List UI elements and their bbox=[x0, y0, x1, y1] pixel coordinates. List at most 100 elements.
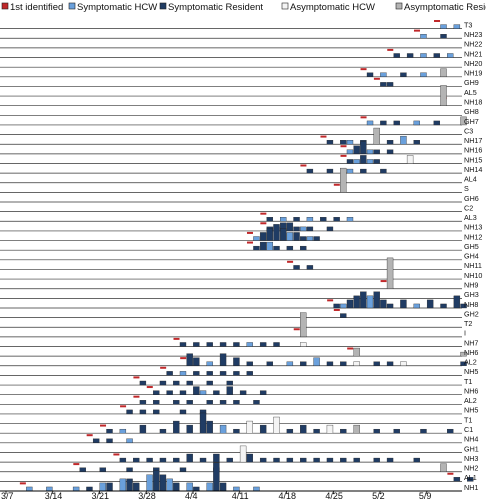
case-bar bbox=[206, 400, 213, 405]
case-bar bbox=[226, 457, 233, 463]
case-bar bbox=[253, 486, 260, 492]
x-tick-label: 4/11 bbox=[232, 491, 249, 500]
facility-panel bbox=[0, 405, 462, 415]
x-tick-label: 4/4 bbox=[185, 491, 198, 500]
case-bar bbox=[326, 424, 334, 434]
case-bar bbox=[273, 416, 280, 434]
case-bar bbox=[213, 390, 220, 395]
case-bar bbox=[353, 347, 360, 357]
case-bar bbox=[380, 120, 387, 126]
x-tick-label: 3/21 bbox=[92, 491, 110, 500]
first-identified-marker bbox=[447, 472, 454, 475]
case-bar bbox=[206, 420, 213, 434]
case-bar bbox=[386, 303, 394, 309]
case-bar bbox=[326, 361, 334, 366]
case-bar bbox=[166, 371, 173, 376]
case-bar bbox=[206, 380, 213, 386]
x-tick-label: 4/25 bbox=[325, 491, 343, 500]
case-bar bbox=[186, 453, 193, 463]
case-bar bbox=[320, 217, 327, 222]
case-bar bbox=[433, 53, 441, 58]
case-bar bbox=[326, 226, 334, 232]
case-bar bbox=[273, 457, 280, 463]
facility-label: NH5 bbox=[464, 406, 478, 415]
case-bar bbox=[146, 457, 153, 463]
case-bar bbox=[233, 400, 240, 405]
case-bar bbox=[186, 400, 193, 405]
case-bar bbox=[433, 120, 441, 126]
case-bar bbox=[420, 53, 427, 58]
case-bar bbox=[273, 245, 280, 251]
case-bar bbox=[366, 72, 374, 77]
legend-label-ahcw: Asymptomatic HCW bbox=[290, 2, 375, 13]
facility-panel bbox=[0, 445, 462, 463]
case-bar bbox=[300, 236, 307, 241]
case-bar bbox=[353, 159, 360, 164]
facility-label: GH7 bbox=[464, 117, 479, 126]
case-bar bbox=[300, 245, 307, 251]
case-bar bbox=[126, 409, 133, 415]
case-bar bbox=[193, 342, 200, 347]
case-bar bbox=[219, 424, 227, 434]
case-bar bbox=[133, 457, 140, 463]
facility-label: NH10 bbox=[464, 271, 482, 280]
case-bar bbox=[239, 390, 247, 395]
case-bar bbox=[453, 24, 461, 29]
facility-panel bbox=[0, 412, 462, 434]
case-bar bbox=[106, 438, 113, 444]
case-bar bbox=[206, 371, 213, 376]
first-identified-marker bbox=[246, 241, 253, 244]
case-bar bbox=[193, 357, 200, 366]
case-bar bbox=[159, 428, 167, 434]
case-bar bbox=[199, 412, 207, 434]
case-bar bbox=[393, 120, 400, 126]
facility-panel bbox=[0, 224, 462, 241]
case-bar bbox=[400, 72, 407, 77]
facility-label: AL4 bbox=[464, 175, 477, 184]
case-bar bbox=[246, 453, 253, 463]
x-tick-label: 3/7 bbox=[1, 491, 14, 500]
facility-label: NH12 bbox=[464, 232, 482, 241]
case-bar bbox=[333, 217, 340, 222]
case-bar bbox=[346, 149, 354, 155]
facility-panel bbox=[0, 434, 462, 444]
case-bar bbox=[139, 409, 147, 415]
case-bar bbox=[219, 482, 227, 492]
case-bar bbox=[306, 226, 314, 232]
case-bar bbox=[233, 428, 240, 434]
case-bar bbox=[246, 342, 253, 347]
first-identified-marker bbox=[387, 48, 394, 51]
legend-label-sres: Symptomatic Resident bbox=[168, 2, 263, 13]
case-bar bbox=[366, 159, 374, 164]
facility-label: GH9 bbox=[464, 78, 479, 87]
first-identified-marker bbox=[113, 453, 120, 456]
case-bar bbox=[106, 428, 113, 434]
case-bar bbox=[306, 217, 314, 222]
case-bar bbox=[153, 470, 160, 492]
case-bar bbox=[386, 149, 394, 155]
legend-swatch-sres bbox=[159, 2, 167, 10]
facility-panel bbox=[0, 308, 462, 318]
case-bar bbox=[340, 313, 347, 318]
first-identified-marker bbox=[260, 212, 267, 215]
first-identified-marker bbox=[287, 260, 294, 263]
case-bar bbox=[340, 457, 347, 463]
case-bar bbox=[186, 380, 193, 386]
legend-swatch-shcw bbox=[68, 2, 76, 10]
case-bar bbox=[413, 120, 420, 126]
first-identified-marker bbox=[180, 357, 187, 360]
facility-panel bbox=[0, 386, 462, 396]
first-identified-marker bbox=[347, 347, 354, 350]
facility-label: GH1 bbox=[464, 444, 479, 453]
x-tick-label: 3/28 bbox=[138, 491, 156, 500]
case-bar bbox=[153, 390, 160, 395]
facility-label: NH22 bbox=[464, 40, 482, 49]
legend-label-first: 1st identified bbox=[10, 2, 63, 13]
case-bar bbox=[400, 299, 407, 309]
facility-label: NH21 bbox=[464, 49, 482, 58]
facility-label: T1 bbox=[464, 415, 472, 424]
x-tick-label: 3/14 bbox=[45, 491, 63, 500]
legend-label-shcw: Symptomatic HCW bbox=[77, 2, 157, 13]
case-bar bbox=[253, 245, 260, 251]
facility-label: NH17 bbox=[464, 136, 482, 145]
